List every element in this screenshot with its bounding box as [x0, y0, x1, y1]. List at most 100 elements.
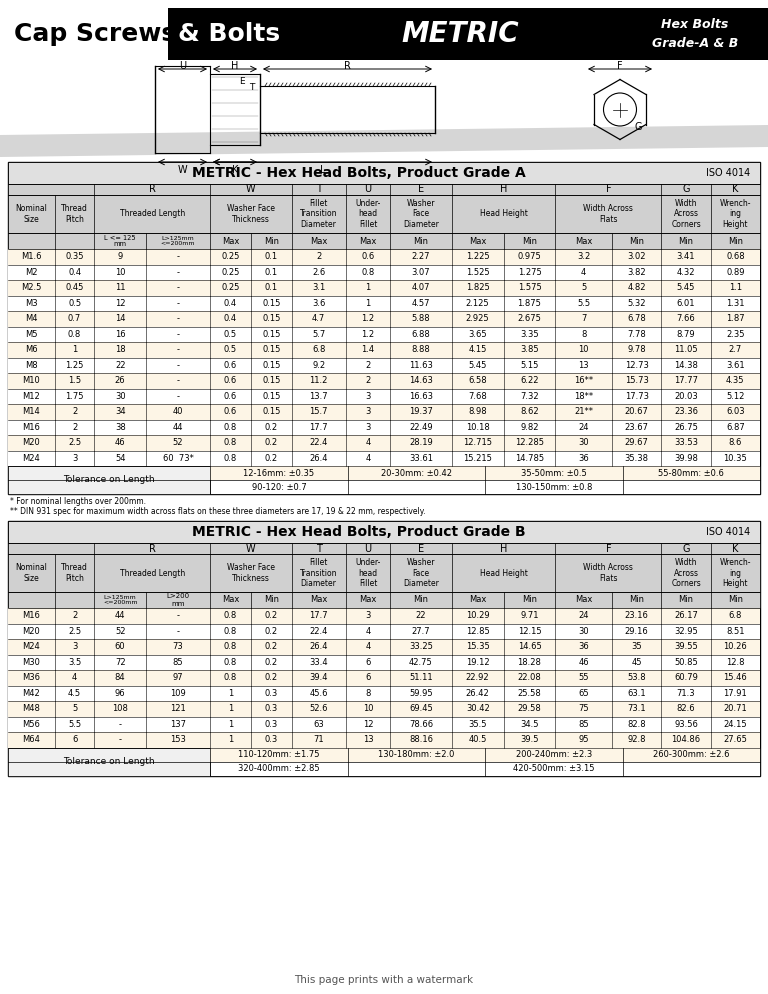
- Text: 130-150mm: ±0.8: 130-150mm: ±0.8: [515, 482, 592, 491]
- Text: 33.4: 33.4: [310, 658, 328, 667]
- Bar: [8, 162, 760, 184]
- Text: 20-30mm: ±0.42: 20-30mm: ±0.42: [381, 468, 452, 477]
- Text: 15.7: 15.7: [310, 408, 328, 416]
- Text: This page prints with a watermark: This page prints with a watermark: [294, 975, 474, 985]
- Text: M5: M5: [25, 330, 38, 339]
- Text: 18.28: 18.28: [518, 658, 541, 667]
- Text: M20: M20: [22, 438, 40, 447]
- Text: 3: 3: [72, 642, 78, 651]
- Text: 29.58: 29.58: [518, 705, 541, 714]
- Bar: [8, 592, 760, 608]
- Text: 8.51: 8.51: [726, 627, 745, 636]
- Text: 8.6: 8.6: [729, 438, 742, 447]
- Text: 0.2: 0.2: [265, 422, 278, 431]
- Text: 14: 14: [115, 314, 125, 323]
- Text: 30: 30: [115, 392, 125, 401]
- Text: 0.6: 0.6: [224, 408, 237, 416]
- Text: K: K: [732, 185, 739, 195]
- Text: 22.4: 22.4: [310, 627, 328, 636]
- Text: 18: 18: [115, 345, 125, 354]
- Text: 82.6: 82.6: [677, 705, 695, 714]
- Text: Min: Min: [522, 237, 537, 246]
- Text: Tolerance on Length: Tolerance on Length: [63, 475, 155, 484]
- Text: Min: Min: [629, 595, 644, 604]
- Bar: [8, 466, 210, 494]
- Bar: [8, 450, 760, 466]
- Text: F: F: [605, 185, 611, 195]
- Text: 0.4: 0.4: [68, 267, 81, 276]
- Bar: [8, 389, 760, 404]
- Text: 0.6: 0.6: [224, 361, 237, 370]
- Text: K: K: [732, 544, 739, 554]
- Text: 24.15: 24.15: [723, 720, 747, 729]
- Text: 2: 2: [72, 611, 78, 620]
- Text: 0.8: 0.8: [224, 422, 237, 431]
- Text: 0.15: 0.15: [262, 408, 280, 416]
- Text: T: T: [250, 83, 255, 92]
- Text: 0.2: 0.2: [265, 627, 278, 636]
- Text: 1.31: 1.31: [726, 299, 745, 308]
- Text: M1.6: M1.6: [22, 252, 41, 261]
- Bar: [8, 162, 760, 494]
- Text: 30: 30: [578, 438, 589, 447]
- Text: M2: M2: [25, 267, 38, 276]
- Text: 35-50mm: ±0.5: 35-50mm: ±0.5: [521, 468, 587, 477]
- Text: 32.95: 32.95: [674, 627, 698, 636]
- Bar: [485, 466, 623, 480]
- Text: 0.2: 0.2: [265, 453, 278, 463]
- Text: M64: M64: [22, 736, 41, 745]
- Text: 9.82: 9.82: [520, 422, 538, 431]
- Text: 88.16: 88.16: [409, 736, 433, 745]
- Text: 4: 4: [581, 267, 586, 276]
- Text: 60  73*: 60 73*: [163, 453, 194, 463]
- Text: 4.35: 4.35: [726, 377, 745, 386]
- Text: 7.68: 7.68: [468, 392, 487, 401]
- Text: 5.5: 5.5: [68, 720, 81, 729]
- Text: M16: M16: [22, 422, 41, 431]
- Bar: [8, 404, 760, 419]
- Bar: [623, 747, 760, 761]
- Text: M42: M42: [22, 689, 40, 698]
- Text: 12.8: 12.8: [726, 658, 745, 667]
- Text: 0.15: 0.15: [262, 377, 280, 386]
- Text: M10: M10: [22, 377, 40, 386]
- Bar: [8, 623, 760, 639]
- Text: 15.73: 15.73: [625, 377, 649, 386]
- Text: Max: Max: [469, 237, 486, 246]
- Text: 2: 2: [72, 408, 78, 416]
- Text: 15.215: 15.215: [463, 453, 492, 463]
- Text: 0.7: 0.7: [68, 314, 81, 323]
- Text: 14.38: 14.38: [674, 361, 698, 370]
- Text: 60.79: 60.79: [674, 673, 698, 682]
- Text: -: -: [177, 611, 180, 620]
- Text: -: -: [177, 627, 180, 636]
- Text: M56: M56: [22, 720, 41, 729]
- Text: 25.58: 25.58: [518, 689, 541, 698]
- Text: 22: 22: [415, 611, 426, 620]
- Text: 23.16: 23.16: [625, 611, 649, 620]
- Text: 17.91: 17.91: [723, 689, 747, 698]
- Text: * For nominal lengths over 200mm.: * For nominal lengths over 200mm.: [10, 498, 146, 507]
- Text: U: U: [179, 61, 186, 71]
- Bar: [8, 521, 760, 543]
- Text: H: H: [500, 185, 508, 195]
- Text: F: F: [605, 544, 611, 554]
- Text: 8: 8: [366, 689, 371, 698]
- Text: 130-180mm: ±2.0: 130-180mm: ±2.0: [378, 750, 455, 759]
- Text: 38: 38: [114, 422, 125, 431]
- Text: 29.16: 29.16: [625, 627, 649, 636]
- Text: 1.525: 1.525: [466, 267, 489, 276]
- Text: 63.1: 63.1: [627, 689, 646, 698]
- Text: 63: 63: [313, 720, 324, 729]
- Text: 11.05: 11.05: [674, 345, 698, 354]
- Text: 45: 45: [631, 658, 642, 667]
- Text: 50.85: 50.85: [674, 658, 698, 667]
- Text: 73.1: 73.1: [627, 705, 646, 714]
- Text: 10: 10: [578, 345, 589, 354]
- Text: M16: M16: [22, 611, 41, 620]
- Text: 4.07: 4.07: [412, 283, 430, 292]
- Text: 2.7: 2.7: [729, 345, 742, 354]
- Text: Thread
Pitch: Thread Pitch: [61, 205, 88, 224]
- Text: 6: 6: [366, 658, 371, 667]
- Text: 2: 2: [72, 422, 78, 431]
